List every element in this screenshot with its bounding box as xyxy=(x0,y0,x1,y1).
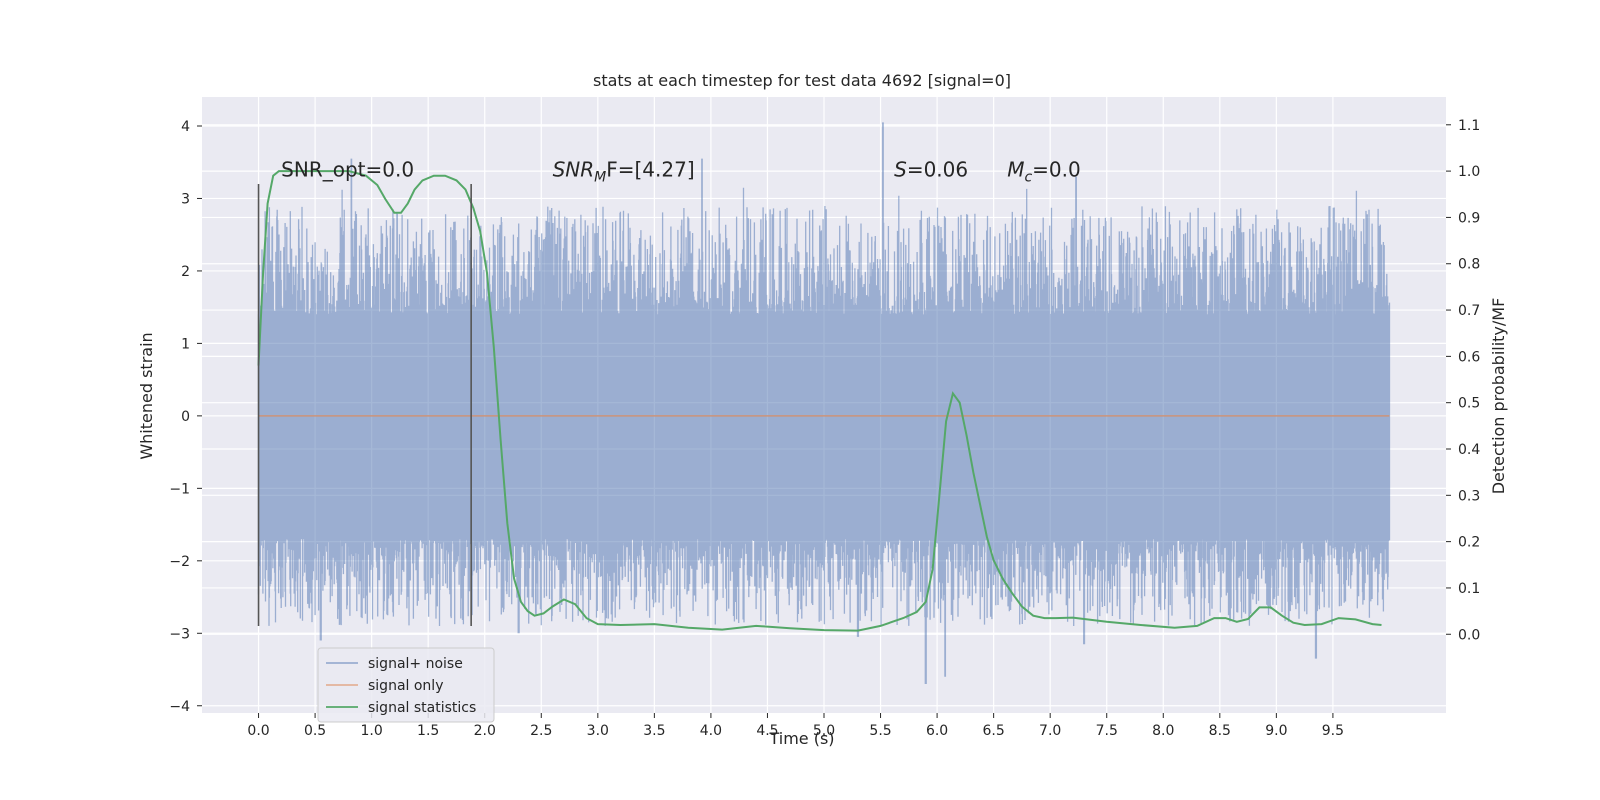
y2-axis-label: Detection probability/MF xyxy=(1489,298,1508,495)
y2-tick-label: 0.3 xyxy=(1458,488,1480,504)
y-axis-label: Whitened strain xyxy=(137,332,156,459)
y-tick-label: −4 xyxy=(169,699,190,715)
signal-statistics-line xyxy=(257,170,1382,632)
y2-tick-labels: 1.1 1.0 0.9 0.8 0.7 0.6 0.5 0.4 0.3 0.2 0.1 0.0 xyxy=(1446,118,1480,643)
x-tick-label: 6.0 xyxy=(926,723,948,739)
y-tick-label: 4 xyxy=(181,119,190,135)
x-tick-label: 1.0 xyxy=(361,723,383,739)
legend-label-signal-noise: signal+ noise xyxy=(368,656,463,672)
x-tick-label: 8.5 xyxy=(1209,723,1231,739)
y-tick-label: 3 xyxy=(181,191,190,207)
legend: signal+ noise signal only signal statist… xyxy=(317,647,495,723)
x-tick-label: 9.5 xyxy=(1322,723,1344,739)
y2-tick-label: 0.2 xyxy=(1458,535,1480,551)
annotation-text: S=0.06 xyxy=(894,158,968,182)
x-tick-label: 7.5 xyxy=(1096,723,1118,739)
y2-tick-label: 0.5 xyxy=(1458,396,1480,412)
x-tick-label: 3.5 xyxy=(643,723,665,739)
x-tick-label: 5.0 xyxy=(813,723,835,739)
x-tick-label: 9.0 xyxy=(1265,723,1287,739)
y-tick-labels: 4 3 2 1 0 −1 −2 −3 −4 xyxy=(169,119,202,715)
annotations: SNR_opt=0.0 SNRMF=[4.27] S=0.06 Mc=0.0 xyxy=(281,158,1081,186)
annotation-text: Mc=0.0 xyxy=(1007,158,1081,186)
legend-box xyxy=(317,647,495,723)
annotation-text: SNRMF=[4.27] xyxy=(553,158,695,186)
legend-label-signal-only: signal only xyxy=(368,678,443,694)
y2-tick-label: 0.0 xyxy=(1458,627,1480,643)
y2-tick-label: 0.7 xyxy=(1458,303,1480,319)
y-tick-label: −2 xyxy=(169,554,190,570)
y2-tick-label: 0.4 xyxy=(1458,442,1480,458)
y2-tick-label: 0.9 xyxy=(1458,210,1480,226)
annotation-text: SNR_opt=0.0 xyxy=(281,158,414,182)
x-tick-label: 2.5 xyxy=(530,723,552,739)
x-tick-label: 2.0 xyxy=(474,723,496,739)
series-layer xyxy=(257,170,1390,632)
legend-label-signal-statistics: signal statistics xyxy=(368,700,476,716)
x-tick-label: 3.0 xyxy=(587,723,609,739)
y-tick-label: −3 xyxy=(169,626,190,642)
x-tick-label: 4.0 xyxy=(700,723,722,739)
x-tick-labels: 0.0 0.5 1.0 1.5 2.0 2.5 3.0 3.5 4.0 4.5 5.0 5.5 6.0 6… xyxy=(247,713,1344,739)
x-tick-label: 7.0 xyxy=(1039,723,1061,739)
y-tick-label: 1 xyxy=(181,336,190,352)
x-axis-label: Time (s) xyxy=(768,729,834,748)
y-tick-label: −1 xyxy=(169,481,190,497)
vline-layer xyxy=(257,183,472,627)
y2-tick-label: 1.1 xyxy=(1458,118,1480,134)
x-tick-label: 0.0 xyxy=(247,723,269,739)
y-tick-label: 0 xyxy=(181,409,190,425)
x-tick-label: 4.5 xyxy=(756,723,778,739)
x-tick-label: 8.0 xyxy=(1152,723,1174,739)
y2-tick-label: 0.8 xyxy=(1458,257,1480,273)
y2-tick-label: 0.1 xyxy=(1458,581,1480,597)
x-tick-label: 1.5 xyxy=(417,723,439,739)
y2-tick-label: 0.6 xyxy=(1458,349,1480,365)
chart-title: stats at each timestep for test data 469… xyxy=(593,71,1011,90)
y-tick-label: 2 xyxy=(181,264,190,280)
y2-tick-label: 1.0 xyxy=(1458,164,1480,180)
x-tick-label: 5.5 xyxy=(869,723,891,739)
x-tick-label: 6.5 xyxy=(983,723,1005,739)
x-tick-label: 0.5 xyxy=(304,723,326,739)
